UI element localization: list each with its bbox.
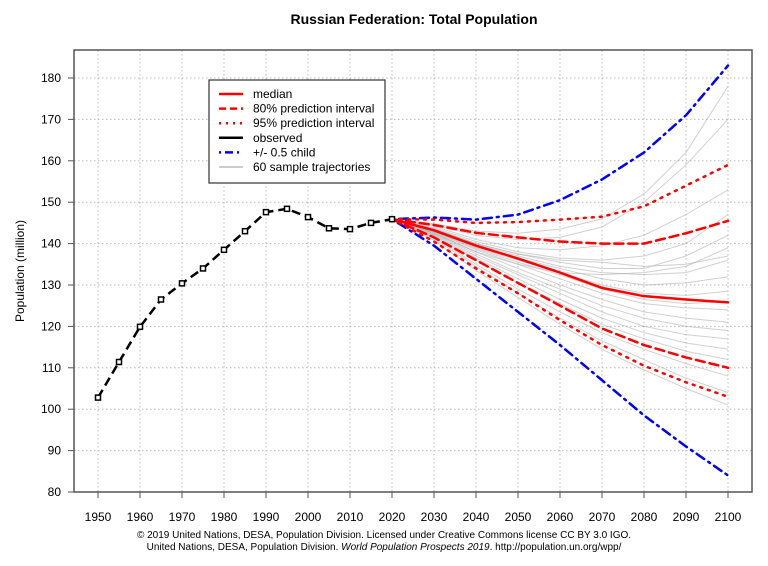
sample-trajectory <box>391 218 729 267</box>
legend-label: 60 sample trajectories <box>253 160 370 174</box>
observed-point <box>388 215 396 223</box>
sample-trajectory <box>391 218 729 311</box>
footer-copyright: © 2019 United Nations, DESA, Population … <box>136 530 632 541</box>
x-tick-label: 2060 <box>547 510 574 524</box>
sample-trajectory <box>391 86 729 234</box>
y-tick-label: 130 <box>41 278 61 292</box>
observed-line <box>96 207 393 399</box>
y-axis-label: Population (million) <box>13 220 27 322</box>
sample-trajectory <box>391 214 729 261</box>
observed-point <box>199 265 207 272</box>
observed-point <box>136 323 144 331</box>
y-axis: 80 90 100 110 120 130 140 150 160 170 180 <box>41 71 74 499</box>
x-tick-label: 1990 <box>253 510 280 524</box>
footer-url: . http://population.un.org/wpp/ <box>489 542 622 553</box>
legend-label: 95% prediction interval <box>253 116 374 130</box>
y-tick-label: 170 <box>41 112 61 126</box>
x-axis: 1950 1960 1970 1980 1990 2000 2010 2020 2030 2040… <box>85 492 742 524</box>
y-tick-label: 120 <box>41 319 61 333</box>
x-tick-label: 2100 <box>715 510 742 524</box>
legend-box <box>208 79 386 184</box>
x-tick-label: 2030 <box>421 510 448 524</box>
series <box>94 64 730 477</box>
pi95-upper-line <box>390 163 730 225</box>
observed-point <box>178 280 186 287</box>
x-tick-label: 2010 <box>337 510 364 524</box>
x-tick-label: 1970 <box>169 510 196 524</box>
half-child-lower-line <box>390 217 730 477</box>
x-tick-label: 2050 <box>505 510 532 524</box>
observed-point <box>283 205 291 213</box>
chart-title: Russian Federation: Total Population <box>290 11 537 27</box>
half-child-upper-line <box>390 64 730 221</box>
y-tick-label: 160 <box>41 154 61 168</box>
sample-trajectory <box>391 189 729 251</box>
y-tick-label: 180 <box>41 71 61 85</box>
y-tick-label: 90 <box>48 444 62 458</box>
x-tick-label: 1960 <box>127 510 154 524</box>
observed-point <box>220 246 228 254</box>
observed-point <box>304 213 312 221</box>
sample-trajectory <box>391 218 729 394</box>
legend-label: observed <box>253 131 302 145</box>
observed-point <box>115 358 123 366</box>
observed-point <box>367 219 375 227</box>
x-tick-label: 1950 <box>85 510 112 524</box>
footer-prefix: United Nations, DESA, Population Divisio… <box>146 542 342 553</box>
y-tick-label: 110 <box>42 361 61 375</box>
observed-point <box>346 225 354 233</box>
pi80-lower-line <box>390 217 730 370</box>
x-tick-label: 2090 <box>673 510 700 524</box>
x-tick-label: 2020 <box>379 510 406 524</box>
median-line <box>390 217 730 304</box>
population-chart: Russian Federation: Total Population Pop… <box>13 11 753 524</box>
pi80-upper-line <box>390 217 730 245</box>
legend-label: 80% prediction interval <box>253 102 374 116</box>
sample-trajectory <box>391 218 729 305</box>
observed-point <box>262 208 270 216</box>
y-tick-label: 80 <box>48 485 62 499</box>
x-tick-label: 2040 <box>463 510 490 524</box>
pi95-lower-line <box>390 217 730 399</box>
grid <box>74 50 752 493</box>
footer-publication: World Population Prospects 2019 <box>341 542 490 553</box>
observed-point <box>241 227 249 235</box>
footer-citation: United Nations, DESA, Population Divisio… <box>0 542 768 554</box>
x-tick-label: 2000 <box>295 510 322 524</box>
observed-point <box>157 296 165 303</box>
y-tick-label: 100 <box>41 402 61 416</box>
sample-trajectory <box>391 218 729 350</box>
observed-point <box>94 394 102 401</box>
x-tick-label: 2070 <box>589 510 616 524</box>
plot-frame <box>73 49 753 493</box>
x-tick-label: 2080 <box>631 510 658 524</box>
footer: © 2019 United Nations, DESA, Population … <box>0 530 768 554</box>
sample-trajectory <box>391 218 729 332</box>
y-tick-label: 140 <box>41 237 61 251</box>
legend-label: median <box>253 87 292 101</box>
observed-point <box>325 225 333 232</box>
legend-label: +/- 0.5 child <box>253 145 315 159</box>
x-tick-label: 1980 <box>211 510 238 524</box>
y-tick-label: 150 <box>41 195 61 209</box>
sample-trajectory <box>391 218 729 340</box>
